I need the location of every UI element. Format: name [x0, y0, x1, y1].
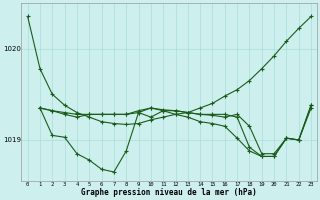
X-axis label: Graphe pression niveau de la mer (hPa): Graphe pression niveau de la mer (hPa)	[82, 188, 257, 197]
